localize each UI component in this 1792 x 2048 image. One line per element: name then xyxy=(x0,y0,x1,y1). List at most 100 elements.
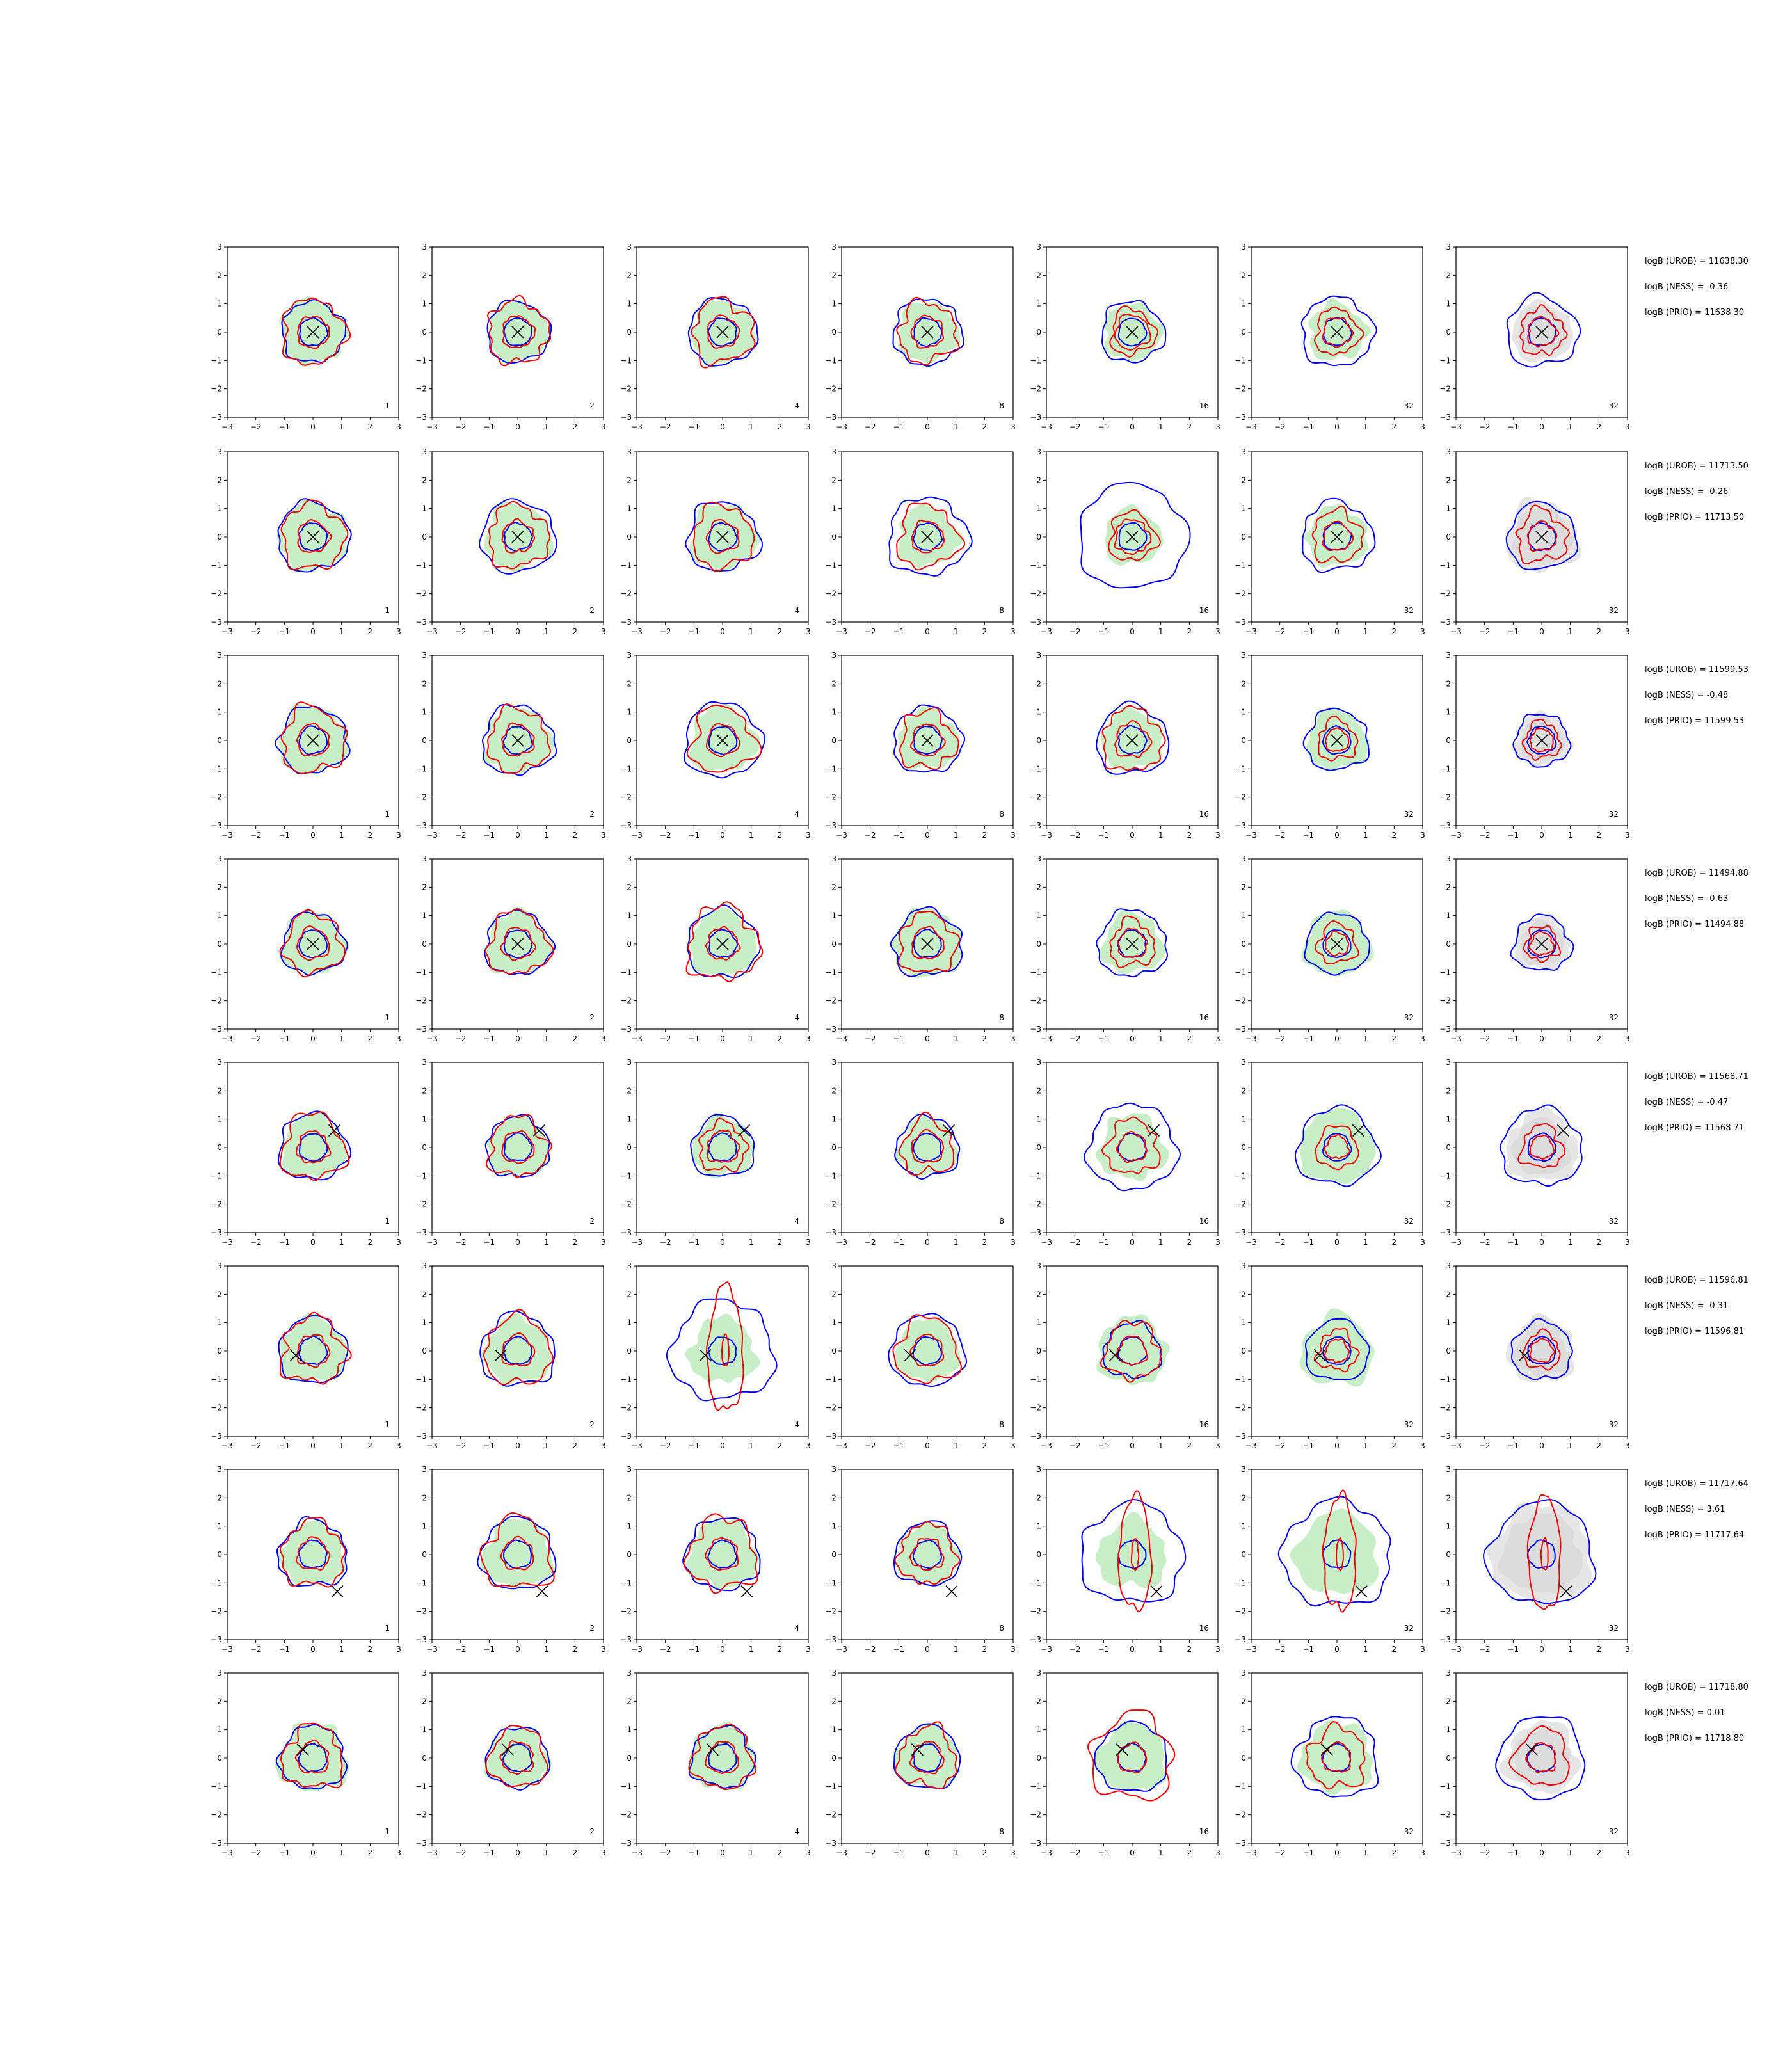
subplot-r5-c1: −3−3 −2 −2 −1 −1 0 0 1 1 2 2 3 3 1 xyxy=(211,1058,401,1247)
column-label: 1 xyxy=(385,1217,390,1226)
x-tick-label: −1 xyxy=(1098,422,1109,431)
y-tick-label: −1 xyxy=(1439,764,1451,773)
x-tick-label: 0 xyxy=(720,1848,725,1857)
x-tick-label: 0 xyxy=(310,1238,316,1247)
x-tick-label: 2 xyxy=(1187,627,1192,636)
x-tick-label: 2 xyxy=(778,1645,783,1654)
x-tick-label: 1 xyxy=(749,1238,754,1247)
x-tick-label: 1 xyxy=(544,1645,549,1654)
x-tick-label: −2 xyxy=(660,627,671,636)
x-tick-label: −3 xyxy=(1450,627,1462,636)
y-tick-label: 0 xyxy=(217,1754,222,1763)
y-tick-label: −3 xyxy=(620,1839,632,1848)
y-tick-label: −2 xyxy=(415,589,427,598)
x-tick-label: −2 xyxy=(1479,1645,1491,1654)
subplot-r7-c5: −3−3 −2 −2 −1 −1 0 0 1 1 2 2 3 3 16 xyxy=(1030,1465,1220,1654)
outer-blue-contour xyxy=(893,1520,963,1587)
x-tick-label: −2 xyxy=(1479,831,1491,840)
y-tick-label: −2 xyxy=(415,1811,427,1820)
column-label: 8 xyxy=(999,401,1004,410)
y-tick-label: 1 xyxy=(1241,1725,1246,1734)
x-tick-label: 0 xyxy=(310,627,316,636)
column-label: 2 xyxy=(589,810,595,819)
inner-blue-contour xyxy=(1526,725,1557,755)
y-tick-label: −3 xyxy=(825,1839,836,1848)
x-tick-label: −2 xyxy=(455,1034,467,1043)
outer-red-contour xyxy=(683,1513,758,1594)
y-tick-label: 2 xyxy=(1446,271,1451,280)
y-tick-label: −3 xyxy=(620,821,632,830)
x-tick-label: −2 xyxy=(250,1441,262,1450)
y-tick-label: 0 xyxy=(831,1143,836,1152)
plot-area xyxy=(1087,1709,1176,1802)
column-label: 32 xyxy=(1404,1624,1414,1633)
outer-red-contour xyxy=(280,1311,352,1385)
y-tick-label: 2 xyxy=(1241,679,1246,688)
x-tick-label: 3 xyxy=(396,831,401,840)
inner-red-contour xyxy=(1529,1338,1555,1363)
outer-red-contour xyxy=(896,502,966,571)
x-tick-label: −3 xyxy=(426,422,438,431)
x-tick-label: 2 xyxy=(573,1645,578,1654)
plot-area xyxy=(1101,300,1167,364)
true-point-marker xyxy=(921,734,934,747)
y-tick-label: −2 xyxy=(620,1404,632,1412)
y-tick-label: −3 xyxy=(1030,618,1041,627)
subplot-r4-c3: −3−3 −2 −2 −1 −1 0 0 1 1 2 2 3 3 4 xyxy=(620,854,811,1043)
shaded-density xyxy=(1096,1314,1170,1386)
y-tick-label: −3 xyxy=(415,1432,427,1441)
y-tick-label: −1 xyxy=(825,1578,836,1587)
x-tick-label: 1 xyxy=(1363,1034,1368,1043)
y-tick-label: 2 xyxy=(1446,1290,1451,1299)
outer-red-contour xyxy=(892,1314,963,1385)
x-tick-label: 0 xyxy=(720,1034,725,1043)
subplot-r5-c3: −3−3 −2 −2 −1 −1 0 0 1 1 2 2 3 3 4 xyxy=(620,1058,811,1247)
x-tick-label: −3 xyxy=(836,1441,847,1450)
x-tick-label: 0 xyxy=(310,1441,316,1450)
y-tick-label: −3 xyxy=(1235,413,1246,422)
x-tick-label: 2 xyxy=(1187,422,1192,431)
y-tick-label: 1 xyxy=(217,300,222,308)
y-tick-label: 3 xyxy=(1241,651,1246,660)
y-tick-label: −1 xyxy=(1439,1171,1451,1180)
inner-blue-contour xyxy=(913,725,943,755)
y-tick-label: −3 xyxy=(1235,1432,1246,1441)
plot-area xyxy=(894,1111,961,1180)
x-tick-label: 0 xyxy=(925,1238,930,1247)
plot-area xyxy=(688,1721,757,1791)
y-tick-label: −1 xyxy=(1235,561,1246,570)
column-label: 4 xyxy=(794,606,799,615)
subplot-r4-c7: −3−3 −2 −2 −1 −1 0 0 1 1 2 2 3 3 32 xyxy=(1439,854,1630,1043)
x-tick-label: 0 xyxy=(1334,831,1340,840)
x-tick-label: 2 xyxy=(778,1848,783,1857)
x-tick-label: −1 xyxy=(278,1645,290,1654)
x-tick-label: 0 xyxy=(1539,1441,1544,1450)
plot-area xyxy=(1080,481,1191,589)
x-tick-label: 3 xyxy=(1215,1848,1220,1857)
column-label: 8 xyxy=(999,606,1004,615)
x-tick-label: 0 xyxy=(310,1034,316,1043)
x-tick-label: 2 xyxy=(368,1034,373,1043)
y-tick-label: 2 xyxy=(217,1697,222,1706)
y-tick-label: −3 xyxy=(1235,821,1246,830)
x-tick-label: 3 xyxy=(1420,422,1425,431)
shaded-density xyxy=(689,1721,756,1791)
y-tick-label: −1 xyxy=(1030,1782,1041,1791)
subplot-r2-c3: −3−3 −2 −2 −1 −1 0 0 1 1 2 2 3 3 4 xyxy=(620,447,811,636)
y-tick-label: 3 xyxy=(1036,243,1041,252)
y-tick-label: 2 xyxy=(1446,679,1451,688)
y-tick-label: 2 xyxy=(422,271,427,280)
inner-red-contour xyxy=(707,314,740,349)
x-tick-label: −1 xyxy=(1302,1034,1314,1043)
plot-area xyxy=(1302,707,1370,771)
y-tick-label: −3 xyxy=(1030,1432,1041,1441)
plot-area xyxy=(1510,913,1574,971)
y-tick-label: 3 xyxy=(627,1465,632,1474)
outer-red-contour xyxy=(899,707,959,771)
y-tick-label: 1 xyxy=(422,1318,427,1327)
x-tick-label: −3 xyxy=(631,1238,643,1247)
y-tick-label: −2 xyxy=(1030,793,1041,802)
inner-red-contour xyxy=(297,519,332,553)
outer-red-contour xyxy=(280,499,349,571)
